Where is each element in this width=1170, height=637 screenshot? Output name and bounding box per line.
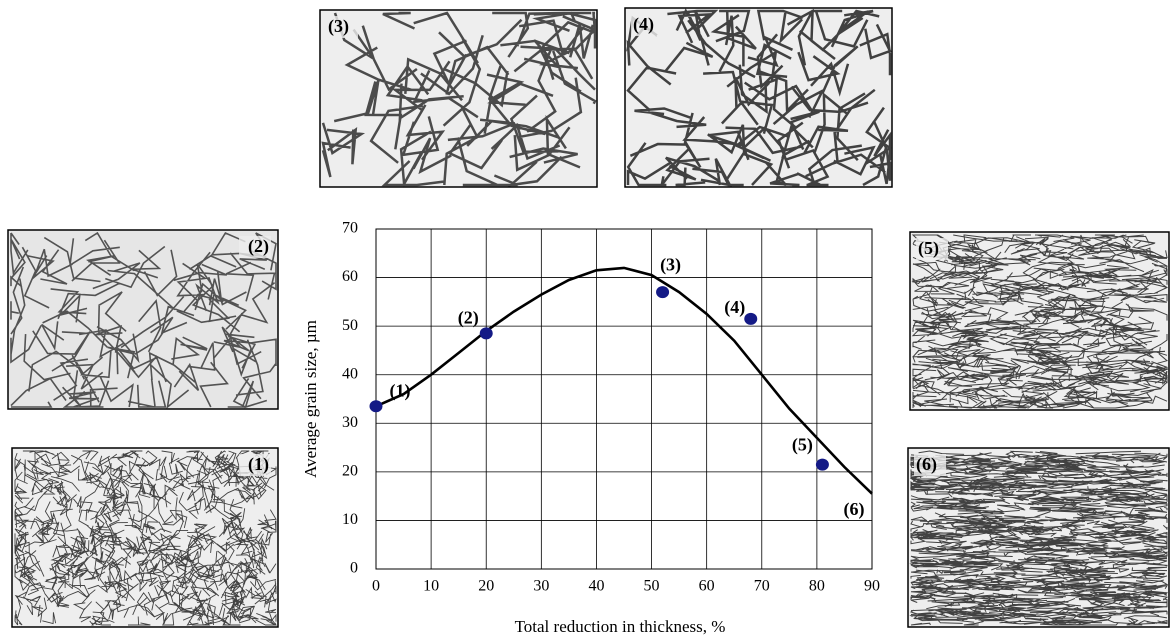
micrograph-frame <box>7 229 279 410</box>
x-tick-label: 20 <box>478 578 494 595</box>
micrograph-label: (3) <box>328 16 349 37</box>
y-tick-label: 0 <box>350 560 358 577</box>
x-tick-label: 0 <box>372 578 380 595</box>
grain-boundaries <box>911 234 1169 409</box>
x-tick-label: 60 <box>699 578 715 595</box>
micrograph: (1) <box>11 447 279 628</box>
micrograph-frame <box>624 7 893 188</box>
micrograph: (5) <box>909 231 1170 411</box>
point-label: (2) <box>458 308 479 329</box>
micrograph: (2) <box>7 229 279 410</box>
grain-boundaries <box>13 449 278 626</box>
micrograph-label: (5) <box>918 238 939 259</box>
y-tick-label: 50 <box>342 317 358 334</box>
x-tick-label: 50 <box>644 578 660 595</box>
y-tick-label: 30 <box>342 414 358 431</box>
data-point <box>369 400 383 413</box>
micrograph: (4) <box>624 7 893 188</box>
point-label: (3) <box>660 254 681 275</box>
label-bg <box>239 236 271 258</box>
grain-boundaries <box>10 231 277 409</box>
micrograph: (3) <box>319 9 598 189</box>
micrograph-label: (1) <box>248 454 269 475</box>
label-bg <box>239 454 271 476</box>
label-bg <box>326 16 358 38</box>
micrograph-label: (4) <box>633 14 654 35</box>
data-point <box>479 327 493 340</box>
y-tick-label: 10 <box>342 511 358 528</box>
x-tick-label: 40 <box>588 578 604 595</box>
point-label: (1) <box>390 380 411 401</box>
x-axis-label: Total reduction in thickness, % <box>515 617 726 636</box>
curve-label: (6) <box>844 499 865 520</box>
grain-boundaries <box>321 11 597 189</box>
label-bg <box>916 238 948 260</box>
y-tick-label: 20 <box>342 463 358 480</box>
x-tick-label: 90 <box>864 578 880 595</box>
point-label: (4) <box>724 297 745 318</box>
x-tick-label: 80 <box>809 578 825 595</box>
x-tick-label: 30 <box>533 578 549 595</box>
micrograph: (6) <box>907 447 1170 628</box>
x-tick-label: 10 <box>423 578 439 595</box>
y-tick-label: 40 <box>342 365 358 382</box>
micrograph-label: (6) <box>916 454 937 475</box>
x-tick-label: 70 <box>754 578 770 595</box>
fit-curve <box>375 266 873 495</box>
label-bg <box>914 454 946 476</box>
data-point <box>815 458 829 471</box>
y-tick-label: 60 <box>342 268 358 285</box>
micrograph-label: (2) <box>248 236 269 257</box>
y-axis-label: Average grain size, µm <box>301 320 320 478</box>
point-label: (5) <box>792 435 813 456</box>
label-bg <box>631 14 663 36</box>
plot-area <box>375 228 873 570</box>
data-point <box>656 286 670 299</box>
grain-boundaries <box>626 8 893 187</box>
data-point <box>744 312 758 325</box>
y-tick-label: 70 <box>342 220 358 237</box>
